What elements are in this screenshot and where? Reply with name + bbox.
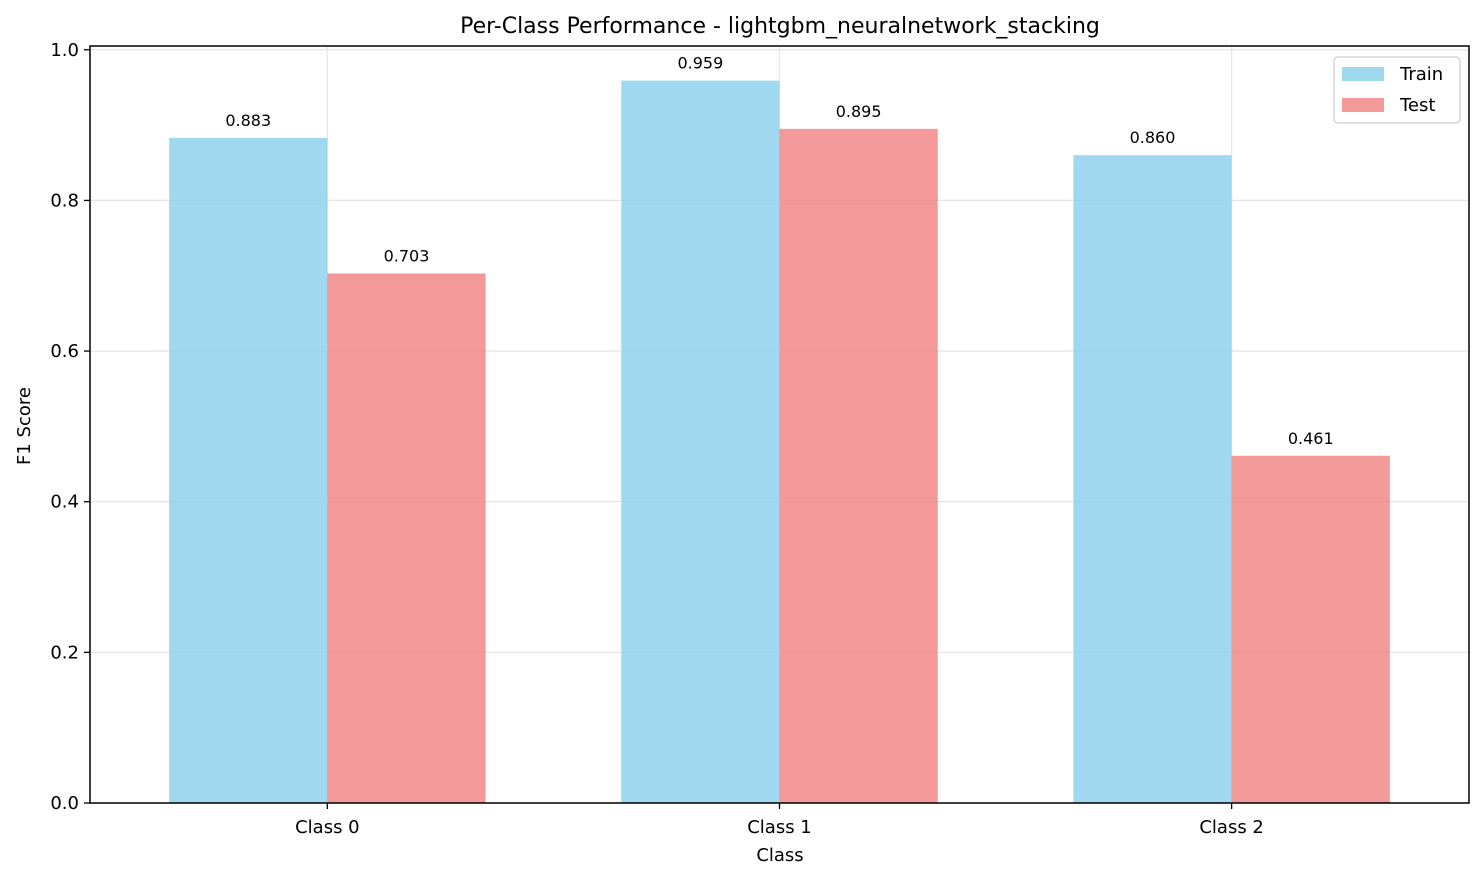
y-tick-label-0: 0.0 [50,793,79,814]
legend-swatch-train [1342,67,1384,81]
bar-test-2 [1231,455,1390,803]
bar-test-1 [779,128,938,804]
bar-label-train-2: 0.860 [1130,128,1176,147]
bar-labels: 0.883 0.959 0.860 0.703 0.895 0.461 [225,54,1333,448]
x-tick-label-0: Class 0 [295,817,360,838]
x-tick-label-1: Class 1 [747,817,812,838]
bar-label-test-0: 0.703 [384,246,430,265]
legend-label-test: Test [1399,95,1435,116]
bar-test-0 [327,273,486,803]
bar-label-train-0: 0.883 [225,111,271,130]
bar-label-test-1: 0.895 [836,102,882,121]
chart-title: Per-Class Performance - lightgbm_neuraln… [460,14,1100,39]
bar-train-2 [1073,155,1232,804]
bars [169,80,1390,804]
y-tick-label-4: 0.8 [50,190,79,211]
legend: Train Test [1333,56,1461,124]
y-tick-label-2: 0.4 [50,492,79,513]
legend-label-train: Train [1399,64,1443,85]
bar-train-0 [169,137,328,803]
y-tick-label-5: 1.0 [50,40,79,61]
x-axis-label: Class [756,845,803,866]
bar-label-test-2: 0.461 [1288,429,1334,448]
bar-label-train-1: 0.959 [677,54,723,73]
x-axis-ticks: Class 0 Class 1 Class 2 [295,803,1264,838]
y-tick-label-3: 0.6 [50,341,79,362]
x-tick-label-2: Class 2 [1199,817,1264,838]
y-tick-label-1: 0.2 [50,642,79,663]
legend-swatch-test [1342,98,1384,112]
y-axis-label: F1 Score [14,387,35,465]
bar-train-1 [621,80,780,804]
y-axis-ticks: 0.0 0.2 0.4 0.6 0.8 1.0 [50,40,90,814]
